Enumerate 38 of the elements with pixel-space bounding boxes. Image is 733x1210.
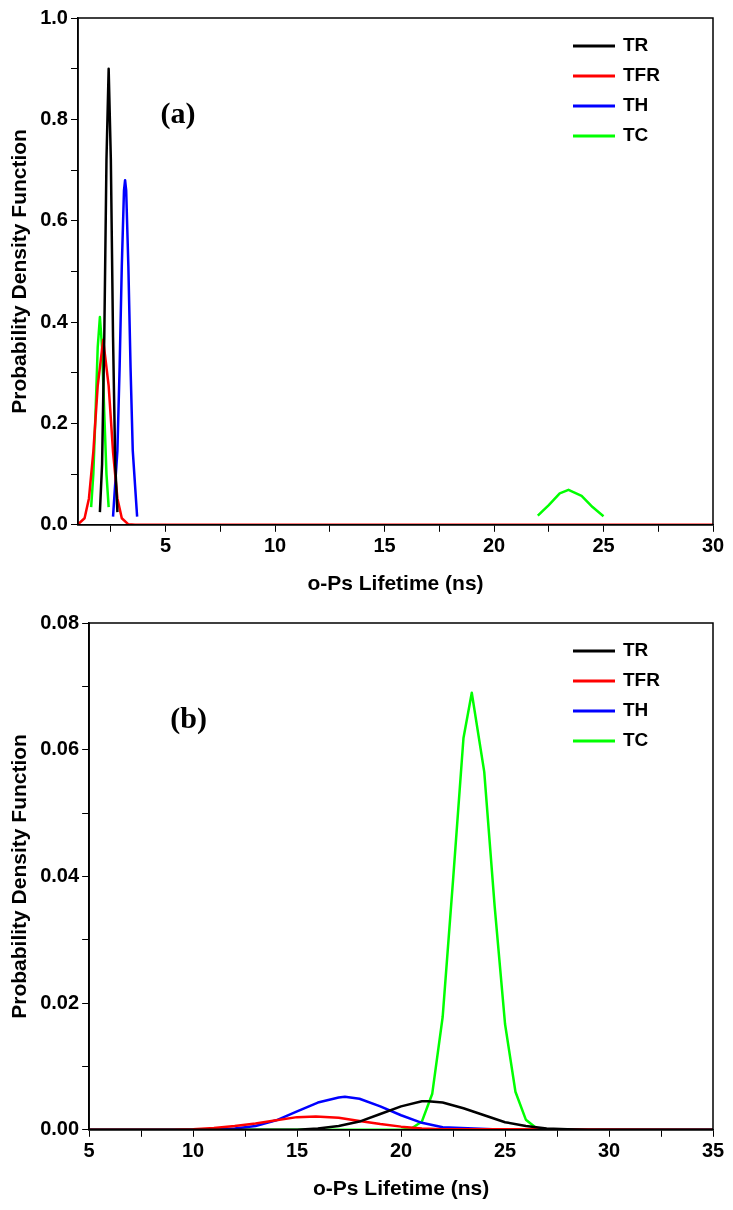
legend-label: TFR xyxy=(623,64,661,86)
x-tick-label: 15 xyxy=(285,1139,309,1162)
y-tick-label: 0.08 xyxy=(40,610,80,633)
legend-label: TFR xyxy=(623,669,661,691)
legend-label: TC xyxy=(623,729,649,751)
y-axis-title: Probability Density Function xyxy=(7,734,31,1019)
y-tick-label: 0.06 xyxy=(40,737,80,760)
y-tick-label: 0.4 xyxy=(40,309,69,332)
x-tick-label: 20 xyxy=(389,1139,413,1162)
x-tick-label: 25 xyxy=(592,534,615,557)
x-axis-title: o-Ps Lifetime (ns) xyxy=(307,571,484,595)
legend-label: TH xyxy=(623,94,649,116)
y-tick-label: 0.02 xyxy=(40,990,80,1013)
legend-label: TR xyxy=(623,34,649,56)
x-tick-label: 15 xyxy=(373,534,396,557)
x-tick-label: 30 xyxy=(597,1139,621,1162)
y-tick-label: 0.00 xyxy=(40,1117,80,1140)
x-tick-label: 25 xyxy=(493,1139,517,1162)
y-tick-label: 0.8 xyxy=(40,106,68,129)
x-tick-label: 20 xyxy=(482,534,506,557)
x-tick-label: 10 xyxy=(181,1139,205,1162)
x-axis-title: o-Ps Lifetime (ns) xyxy=(312,1176,490,1200)
y-tick-label: 0.2 xyxy=(40,410,68,433)
x-tick-label: 10 xyxy=(263,534,287,557)
y-tick-label: 0.04 xyxy=(40,863,80,886)
x-tick-label: 5 xyxy=(160,534,172,557)
annotation: (a) xyxy=(160,96,196,130)
y-tick-label: 1.0 xyxy=(40,5,68,28)
y-tick-label: 0.0 xyxy=(40,512,68,535)
legend-label: TR xyxy=(623,639,649,661)
x-tick-label: 5 xyxy=(83,1139,95,1162)
legend-label: TH xyxy=(623,699,649,721)
annotation: (b) xyxy=(170,701,207,735)
legend-label: TC xyxy=(623,124,649,146)
y-axis-title: Probability Density Function xyxy=(7,129,31,414)
x-tick-label: 35 xyxy=(701,1139,725,1162)
x-tick-label: 30 xyxy=(701,534,725,557)
y-tick-label: 0.6 xyxy=(40,208,68,231)
